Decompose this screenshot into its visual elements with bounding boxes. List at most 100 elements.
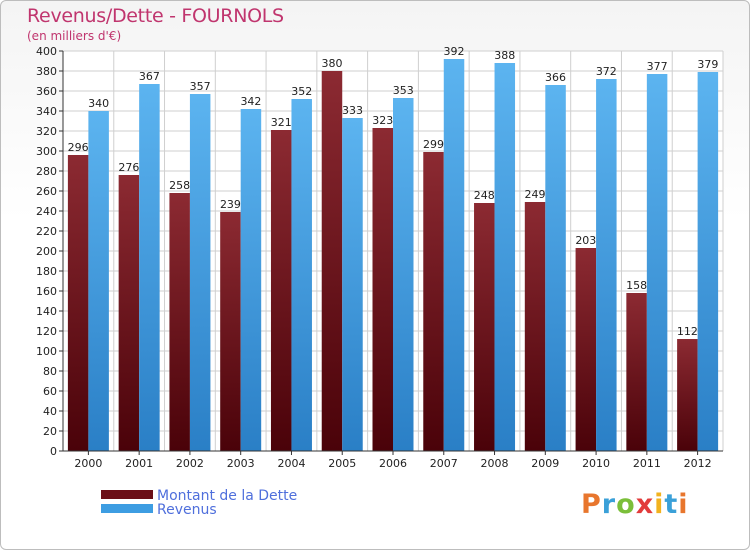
y-tick-label: 200 — [36, 245, 57, 258]
data-label-dette: 258 — [169, 179, 190, 192]
data-label-revenus: 392 — [444, 45, 465, 58]
y-tick-label: 400 — [36, 45, 57, 58]
logo-letter: x — [635, 489, 655, 520]
bar-revenus — [443, 59, 465, 451]
proxiti-logo: Proxiti — [581, 489, 689, 520]
x-tick-label: 2003 — [227, 457, 255, 470]
bar-dette — [321, 71, 343, 451]
bar-revenus — [189, 94, 211, 451]
data-label-dette: 323 — [372, 114, 393, 127]
y-tick-label: 160 — [36, 285, 57, 298]
logo-letter: t — [664, 489, 679, 520]
bar-dette — [575, 248, 597, 451]
y-tick-label: 380 — [36, 65, 57, 78]
data-label-revenus: 377 — [647, 60, 668, 73]
y-tick-label: 80 — [43, 365, 57, 378]
data-label-dette: 203 — [575, 234, 596, 247]
chart-title: Revenus/Dette - FOURNOLS — [27, 5, 284, 27]
y-tick-label: 220 — [36, 225, 57, 238]
legend-label-dette: Montant de la Dette — [157, 488, 297, 504]
data-label-revenus: 372 — [596, 65, 617, 78]
data-label-dette: 276 — [118, 161, 139, 174]
y-tick-label: 360 — [36, 85, 57, 98]
y-tick-label: 340 — [36, 105, 57, 118]
y-tick-label: 300 — [36, 145, 57, 158]
logo-letter: P — [581, 489, 602, 520]
bar-revenus — [240, 109, 262, 451]
y-tick-label: 320 — [36, 125, 57, 138]
data-label-dette: 249 — [525, 188, 546, 201]
bar-revenus — [697, 72, 719, 451]
bar-revenus — [646, 74, 668, 451]
bar-dette — [372, 128, 393, 451]
x-tick-label: 2009 — [531, 457, 559, 470]
data-label-revenus: 366 — [545, 71, 566, 84]
bar-dette — [169, 193, 190, 451]
bar-revenus — [596, 79, 617, 451]
axes: 0 20 40 60 80 100 120 140 160 180 200 220 240 260 280 3… — [36, 45, 723, 470]
data-label-revenus: 379 — [697, 58, 718, 71]
x-tick-label: 2001 — [125, 457, 153, 470]
bar-revenus — [88, 111, 109, 451]
y-tick-label: 40 — [43, 405, 57, 418]
data-labels: 296 340 276 367 258 357 239 342 321 352 380 333 323 3… — [68, 45, 719, 338]
bar-dette — [220, 212, 241, 451]
bar-revenus — [545, 85, 566, 451]
bar-dette — [524, 202, 546, 451]
y-tick-label: 260 — [36, 185, 57, 198]
data-label-dette: 248 — [474, 189, 495, 202]
data-label-revenus: 357 — [190, 80, 211, 93]
data-label-dette: 296 — [68, 141, 89, 154]
data-label-dette: 321 — [271, 116, 292, 129]
logo-letter: o — [616, 489, 636, 520]
bar-revenus — [342, 118, 363, 451]
y-tick-label: 120 — [36, 325, 57, 338]
y-tick-label: 20 — [43, 425, 57, 438]
bar-revenus — [393, 98, 414, 451]
data-label-dette: 158 — [626, 279, 647, 292]
logo-letter: i — [654, 489, 665, 520]
y-tick-label: 280 — [36, 165, 57, 178]
bars — [67, 59, 719, 451]
y-tick-label: 60 — [43, 385, 57, 398]
data-label-revenus: 353 — [393, 84, 414, 97]
data-label-revenus: 340 — [88, 97, 109, 110]
legend-swatch-dette — [101, 490, 153, 499]
x-tick-label: 2005 — [328, 457, 356, 470]
bar-revenus — [139, 84, 160, 451]
bar-dette — [67, 155, 89, 451]
bar-dette — [423, 152, 444, 451]
y-tick-label: 0 — [50, 445, 57, 458]
data-label-revenus: 342 — [240, 95, 261, 108]
x-tick-label: 2007 — [430, 457, 458, 470]
logo-letter: i — [678, 489, 689, 520]
y-tick-label: 140 — [36, 305, 57, 318]
data-label-revenus: 367 — [139, 70, 160, 83]
bar-dette — [474, 203, 495, 451]
data-label-dette: 239 — [220, 198, 241, 211]
data-label-revenus: 388 — [494, 49, 515, 62]
chart-subtitle: (en milliers d'€) — [27, 29, 122, 43]
bar-dette — [270, 130, 292, 451]
x-tick-label: 2012 — [684, 457, 712, 470]
bar-dette — [677, 339, 698, 451]
data-label-dette: 299 — [423, 138, 444, 151]
bar-revenus — [291, 99, 312, 451]
data-label-revenus: 333 — [342, 104, 363, 117]
y-tick-label: 240 — [36, 205, 57, 218]
bar-dette — [626, 293, 647, 451]
x-tick-label: 2006 — [379, 457, 407, 470]
x-tick-label: 2011 — [633, 457, 661, 470]
x-tick-label: 2008 — [481, 457, 509, 470]
x-tick-label: 2000 — [74, 457, 102, 470]
data-label-dette: 112 — [677, 325, 698, 338]
x-tick-label: 2002 — [176, 457, 204, 470]
bar-dette — [118, 175, 140, 451]
x-tick-label: 2004 — [277, 457, 305, 470]
y-tick-label: 180 — [36, 265, 57, 278]
bar-revenus — [494, 63, 516, 451]
data-label-revenus: 352 — [291, 85, 312, 98]
